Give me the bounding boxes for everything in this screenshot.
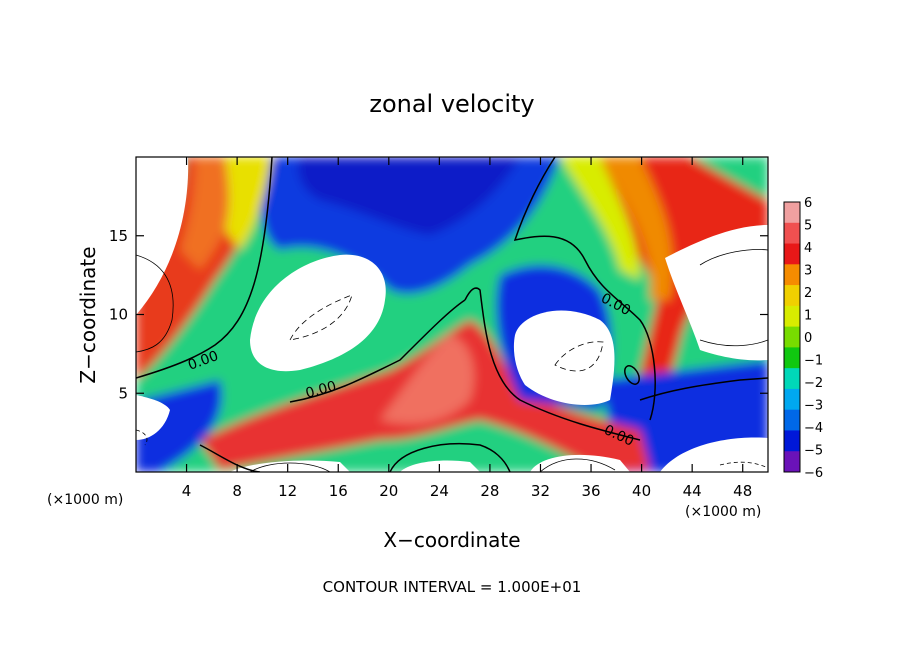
colorbar-swatch: [784, 264, 800, 286]
x-axis-ticks: 4 8 12 16 20 24 28 32 36 40 44 48: [182, 157, 752, 500]
colorbar-tick-label: 0: [804, 331, 812, 346]
x-tick-label: 20: [379, 482, 398, 500]
x-unit-right: (×1000 m): [685, 504, 761, 520]
colorbar-swatch: [784, 388, 800, 411]
x-unit-left: (×1000 m): [47, 492, 123, 508]
colorbar-swatch: [784, 222, 800, 245]
colorbar-tick-label: −5: [804, 444, 823, 459]
x-tick-label: 4: [182, 482, 192, 500]
colorbar-tick-label: 2: [804, 286, 812, 301]
colorbar-tick-label: −3: [804, 399, 823, 414]
masked-regions: [136, 157, 768, 472]
contour-interval-note: CONTOUR INTERVAL = 1.000E+01: [323, 578, 582, 596]
colorbar: 6 5 4 3 2 1 0 −1 −2 −3 −4 −5 −6: [783, 196, 823, 481]
x-tick-label: 40: [632, 482, 651, 500]
colorbar-swatch: [784, 243, 800, 265]
x-tick-label: 44: [683, 482, 702, 500]
colorbar-swatch: [784, 326, 800, 348]
colorbar-swatch: [784, 430, 800, 452]
colorbar-tick-label: 5: [804, 219, 812, 234]
x-tick-label: 36: [581, 482, 600, 500]
colorbar-swatch: [784, 202, 800, 224]
colorbar-swatch: [784, 368, 800, 390]
velocity-field: [136, 157, 768, 472]
chart-title: zonal velocity: [369, 90, 534, 118]
colorbar-frame: [783, 201, 801, 473]
x-tick-label: 12: [278, 482, 297, 500]
colorbar-swatch: [784, 285, 800, 307]
y-axis-ticks: 5 10 15: [109, 227, 768, 402]
plot-area: 0.00 0.00 0.00 0.00: [136, 157, 768, 472]
colorbar-tick-label: −6: [804, 466, 823, 481]
x-tick-label: 32: [531, 482, 550, 500]
colorbar-tick-label: −2: [804, 376, 823, 391]
y-tick-label: 10: [109, 306, 128, 324]
colorbar-tick-label: 4: [804, 241, 812, 256]
colorbar-swatch: [784, 347, 800, 369]
x-tick-label: 8: [232, 482, 242, 500]
colorbar-swatch: [784, 409, 800, 431]
colorbar-tick-label: −1: [804, 354, 823, 369]
x-tick-label: 28: [480, 482, 499, 500]
colorbar-swatch: [784, 305, 800, 328]
colorbar-tick-label: −4: [804, 421, 823, 436]
x-tick-label: 48: [733, 482, 752, 500]
y-tick-label: 5: [118, 384, 128, 402]
x-axis-label: X−coordinate: [383, 528, 520, 552]
y-axis-label: Z−coordinate: [76, 246, 100, 383]
colorbar-swatch: [784, 451, 800, 473]
x-tick-label: 24: [430, 482, 449, 500]
colorbar-tick-label: 6: [804, 196, 812, 211]
x-tick-label: 16: [329, 482, 348, 500]
thin-contours: [136, 249, 768, 472]
contour-lines: [136, 157, 768, 472]
colorbar-tick-label: 3: [804, 264, 812, 279]
colorbar-tick-label: 1: [804, 309, 812, 324]
y-tick-label: 15: [109, 227, 128, 245]
contour-label: 0.00: [304, 378, 338, 402]
